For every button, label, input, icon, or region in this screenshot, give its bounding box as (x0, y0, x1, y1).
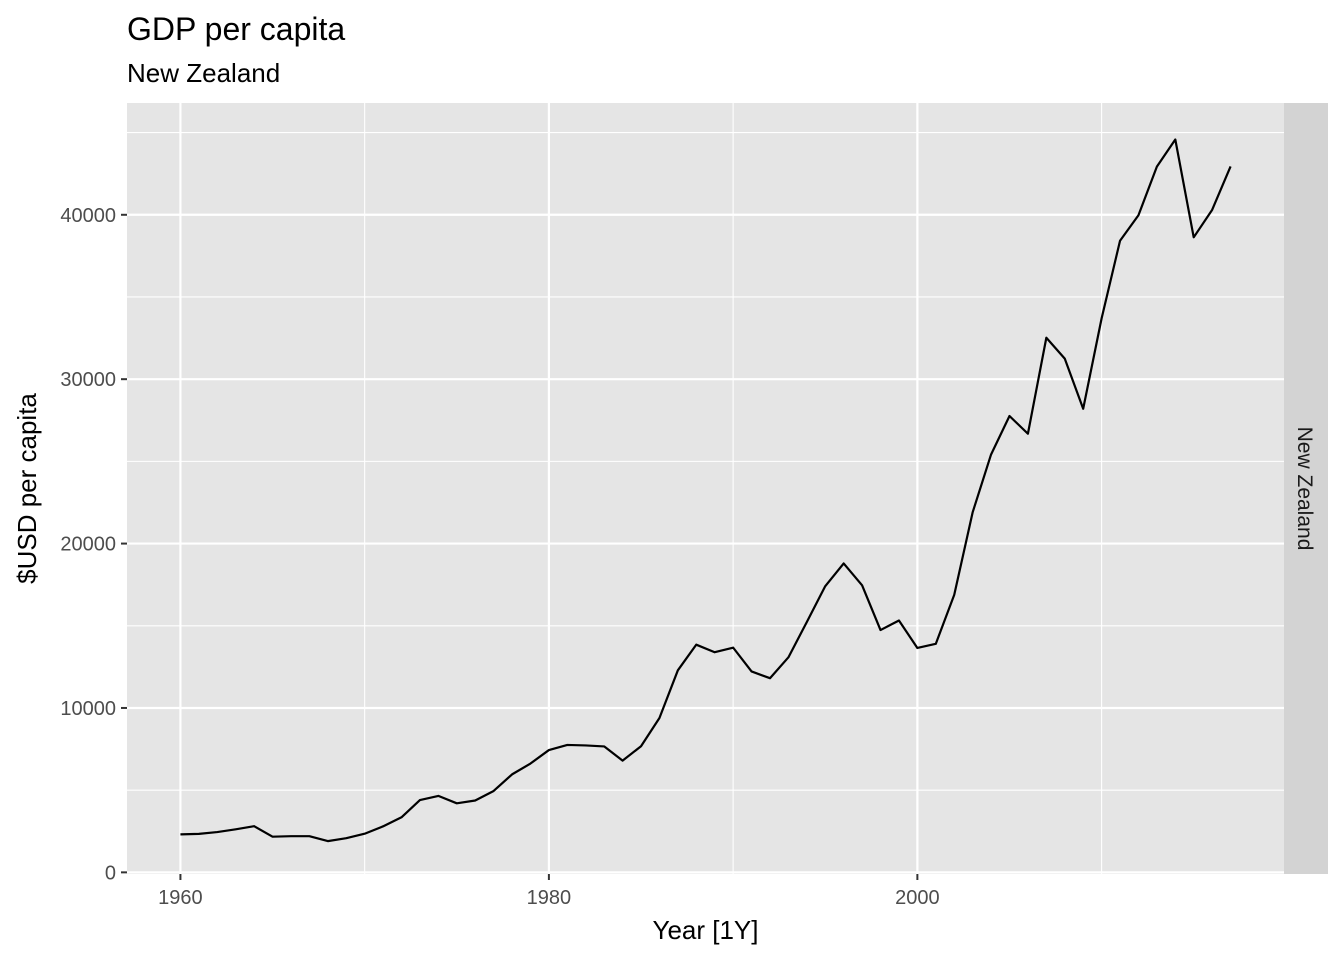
y-tick-label: 10000 (60, 698, 116, 720)
facet-strip-label: New Zealand (1293, 427, 1316, 551)
major-grid (127, 103, 1284, 874)
facet-strip (1284, 103, 1328, 874)
chart-title: GDP per capita (127, 11, 345, 47)
y-tick-label: 30000 (60, 369, 116, 391)
minor-grid (127, 103, 1284, 874)
y-tick-label: 20000 (60, 534, 116, 556)
y-tick-label: 0 (105, 862, 116, 884)
x-tick-label: 1960 (158, 887, 203, 909)
x-axis-title: Year [1Y] (652, 915, 758, 945)
y-axis-title: $USD per capita (12, 393, 42, 584)
chart-subtitle: New Zealand (127, 58, 280, 88)
x-tick-label: 1980 (527, 887, 572, 909)
y-tick-label: 40000 (60, 205, 116, 227)
x-axis: 1960 1980 2000 (158, 874, 940, 909)
plot-panel (127, 103, 1284, 874)
y-axis: 0 10000 20000 30000 40000 (60, 205, 127, 884)
series-line (180, 138, 1232, 843)
x-tick-label: 2000 (895, 887, 940, 909)
